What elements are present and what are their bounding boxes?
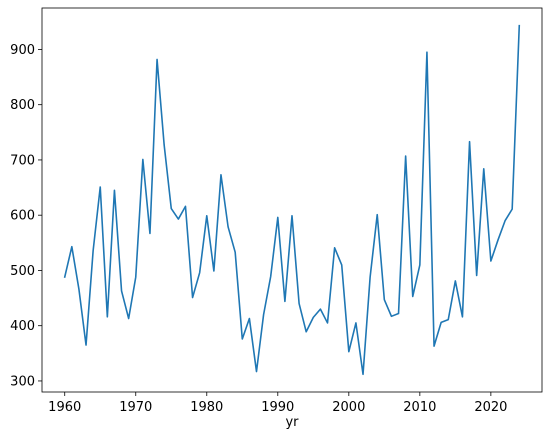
x-tick-label: 1980 [190,400,223,415]
y-tick-label: 300 [10,374,35,389]
x-tick-label: 2000 [332,400,365,415]
series-layer [65,26,520,375]
y-axis-ticks: 300 400 500 600 700 800 900 [10,43,42,390]
x-tick-label: 1960 [48,400,81,415]
series-line-0 [65,26,520,375]
y-tick-label: 500 [10,264,35,279]
y-tick-label: 600 [10,209,35,224]
x-axis-label: yr [285,415,299,430]
x-tick-label: 1990 [261,400,294,415]
y-tick-label: 400 [10,319,35,334]
x-tick-label: 2010 [403,400,436,415]
x-axis-ticks: 1960 1970 1980 1990 2000 2010 2020 [48,392,507,415]
y-tick-label: 700 [10,153,35,168]
x-tick-label: 2020 [474,400,507,415]
x-tick-label: 1970 [119,400,152,415]
y-tick-label: 900 [10,43,35,58]
y-tick-label: 800 [10,98,35,113]
